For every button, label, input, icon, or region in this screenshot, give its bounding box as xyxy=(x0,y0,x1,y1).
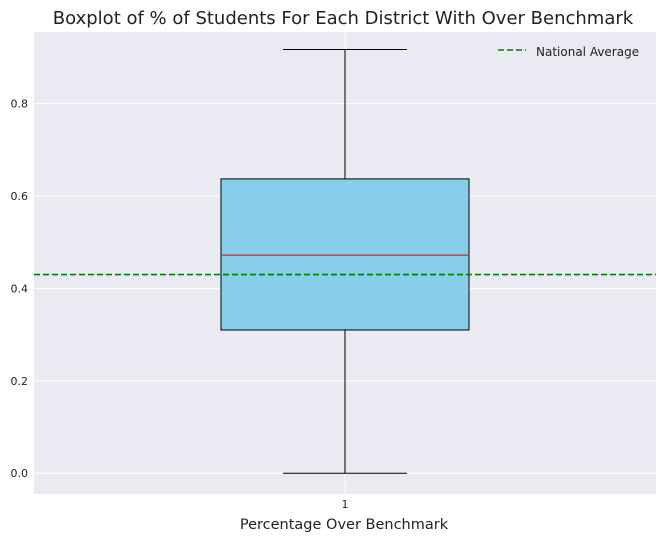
y-tick-label: 0.0 xyxy=(11,467,29,480)
legend-label: National Average xyxy=(536,45,639,59)
box-plot xyxy=(220,49,470,474)
y-tick-label: 0.8 xyxy=(11,98,29,111)
chart-title: Boxplot of % of Students For Each Distri… xyxy=(53,8,634,29)
x-axis-label: Percentage Over Benchmark xyxy=(240,517,449,533)
y-tick-label: 0.2 xyxy=(11,375,29,388)
x-tick-label: 1 xyxy=(342,498,349,511)
legend: National Average xyxy=(498,45,639,59)
y-tick-label: 0.4 xyxy=(11,282,29,295)
interquartile-box xyxy=(220,178,470,331)
y-axis-ticks: 0.0 0.2 0.4 0.6 0.8 xyxy=(11,98,29,481)
y-tick-label: 0.6 xyxy=(11,190,29,203)
